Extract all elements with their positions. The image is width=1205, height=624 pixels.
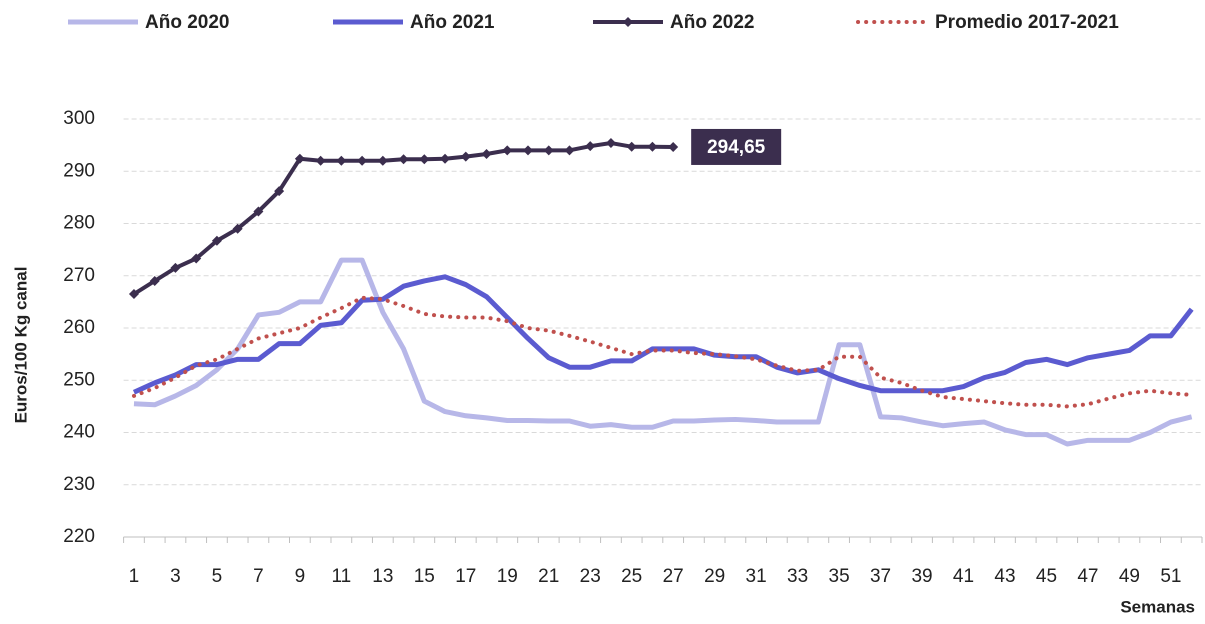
x-tick-label: 11	[331, 566, 351, 587]
y-tick-label: 270	[63, 265, 95, 286]
point-marker	[564, 145, 575, 156]
legend-label: Promedio 2017-2021	[935, 12, 1119, 33]
point-marker	[502, 145, 513, 156]
series-line	[131, 295, 1194, 409]
point-marker	[440, 153, 451, 164]
legend-label: Año 2021	[410, 12, 495, 33]
point-marker	[419, 154, 430, 165]
x-tick-label: 41	[953, 566, 974, 587]
x-tick-label: 9	[295, 566, 306, 587]
point-marker	[523, 145, 533, 156]
point-marker	[398, 154, 409, 165]
x-tick-label: 15	[414, 566, 435, 587]
point-marker	[191, 253, 202, 264]
point-marker	[668, 141, 679, 152]
x-tick-label: 31	[746, 566, 767, 587]
legend-marker	[623, 17, 633, 27]
point-marker	[315, 155, 326, 166]
y-tick-label: 240	[63, 422, 95, 443]
point-marker	[294, 153, 305, 164]
y-tick-label: 220	[63, 526, 95, 547]
point-marker	[543, 145, 554, 156]
x-tick-label: 25	[621, 566, 642, 587]
point-marker	[128, 289, 139, 300]
y-tick-label: 250	[63, 369, 95, 390]
point-marker	[647, 141, 658, 152]
point-marker	[211, 235, 222, 246]
x-tick-label: 27	[663, 566, 684, 587]
x-tick-label: 1	[129, 566, 140, 587]
y-tick-label: 300	[63, 108, 95, 129]
point-marker	[170, 262, 181, 273]
x-tick-label: 45	[1036, 566, 1057, 587]
y-tick-label: 290	[63, 160, 95, 181]
point-marker	[585, 141, 596, 152]
x-tick-label: 49	[1119, 566, 1140, 587]
y-tick-label: 230	[63, 474, 95, 495]
x-axis-label: Semanas	[1120, 597, 1195, 616]
x-tick-label: 7	[253, 566, 264, 587]
point-marker	[481, 149, 492, 160]
point-marker	[605, 138, 616, 149]
x-tick-label: 39	[911, 566, 932, 587]
data-label-box	[691, 128, 782, 165]
point-marker	[232, 223, 243, 234]
x-tick-label: 23	[580, 566, 601, 587]
series-line	[133, 257, 1193, 447]
x-tick-label: 13	[372, 566, 393, 587]
series-line	[132, 274, 1194, 395]
x-tick-label: 47	[1077, 566, 1098, 587]
point-marker	[460, 151, 471, 162]
x-tick-label: 35	[829, 566, 850, 587]
point-marker	[149, 275, 160, 286]
data-label: 294,65	[707, 137, 766, 158]
legend-label: Año 2022	[670, 12, 754, 33]
x-tick-label: 21	[538, 566, 559, 587]
point-marker	[253, 206, 264, 217]
y-tick-label: 260	[63, 317, 95, 338]
x-tick-label: 3	[170, 566, 181, 587]
series-line	[132, 141, 674, 296]
x-tick-label: 37	[870, 566, 891, 587]
point-marker	[357, 155, 368, 166]
x-tick-label: 43	[994, 566, 1015, 587]
y-axis-label: Euros/100 Kg canal	[11, 267, 30, 424]
point-marker	[274, 186, 285, 197]
point-marker	[336, 155, 347, 166]
x-tick-label: 5	[212, 566, 223, 587]
x-tick-label: 33	[787, 566, 808, 587]
point-marker	[626, 141, 637, 152]
point-marker	[377, 155, 388, 166]
x-tick-label: 29	[704, 566, 725, 587]
y-tick-label: 280	[63, 213, 95, 234]
x-tick-label: 19	[497, 566, 518, 587]
legend-label: Año 2020	[145, 12, 229, 33]
x-tick-label: 17	[455, 566, 476, 587]
x-tick-label: 51	[1160, 566, 1181, 587]
